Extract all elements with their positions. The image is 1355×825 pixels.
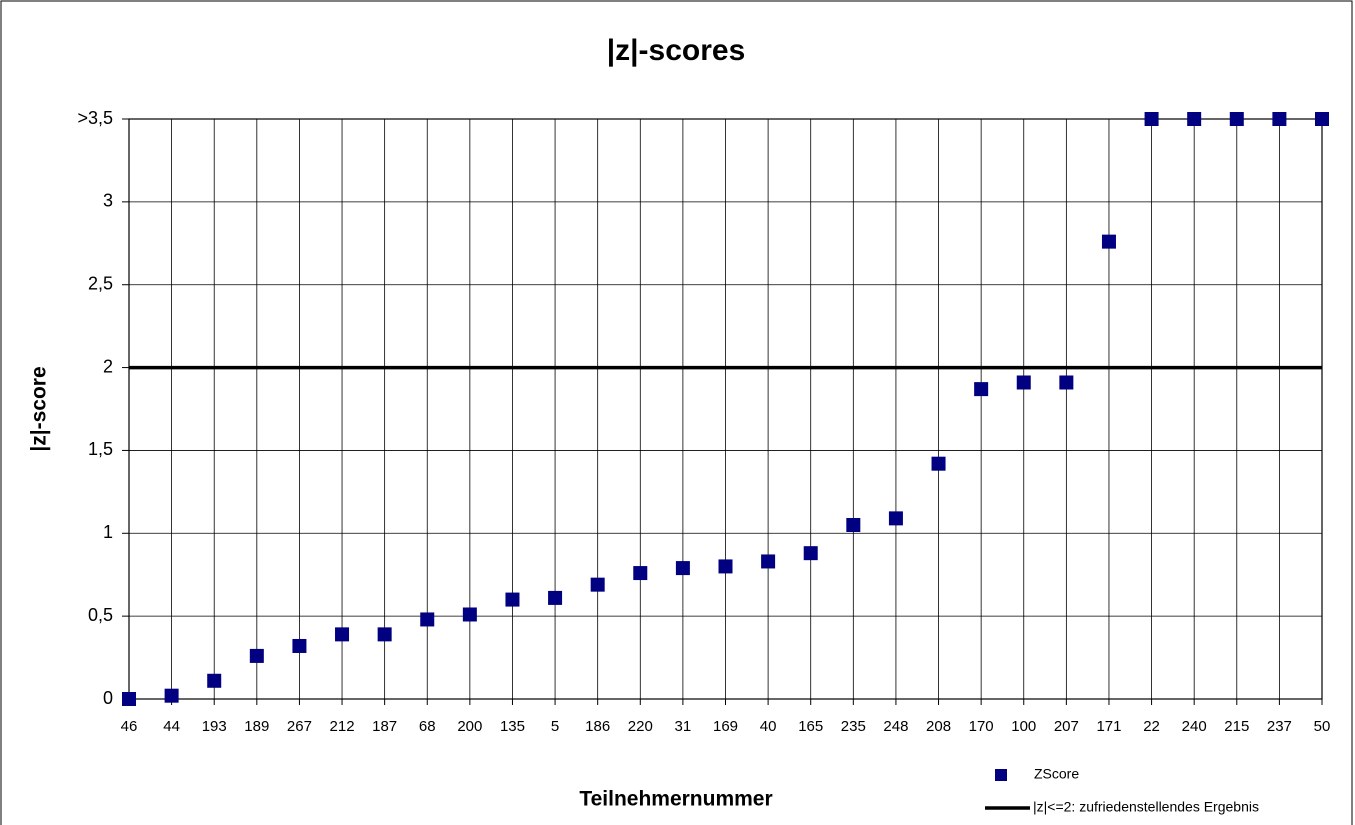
marker [1229,112,1244,126]
x-tick-label: 187 [372,718,397,735]
x-tick-label: 46 [121,718,138,735]
x-tick-label: 248 [883,718,908,735]
x-tick-label: 208 [926,718,951,735]
y-tick-label: 1,5 [88,439,113,459]
x-tick-label: 170 [969,718,994,735]
x-tick-label: 22 [1143,718,1160,735]
chart-title: |z|-scores [607,34,746,67]
y-tick-label: >3,5 [77,108,113,128]
marker [761,554,776,569]
marker [505,592,520,607]
x-tick-label: 171 [1096,718,1121,735]
x-tick-label: 186 [585,718,610,735]
x-tick-label: 44 [163,718,180,735]
x-tick-label: 267 [287,718,312,735]
y-tick-label: 0,5 [88,605,113,625]
marker [548,590,563,605]
x-tick-label: 220 [628,718,653,735]
marker [718,559,733,574]
marker [420,612,435,627]
y-tick-label: 2 [103,356,113,376]
marker [1272,112,1287,126]
marker [590,577,605,592]
marker [207,673,222,688]
marker [1101,234,1116,249]
x-tick-label: 193 [202,718,227,735]
marker [1059,375,1074,390]
y-tick-label: 0 [103,688,113,708]
marker [675,561,690,576]
x-tick-label: 31 [675,718,692,735]
x-tick-label: 100 [1011,718,1036,735]
marker [974,382,989,397]
x-tick-label: 5 [551,718,559,735]
marker [335,627,350,642]
x-tick-label: 50 [1314,718,1331,735]
legend-swatch [995,769,1007,781]
x-tick-label: 200 [457,718,482,735]
plot-border [128,118,1323,700]
marker [377,627,392,642]
marker [1016,375,1031,390]
marker [803,546,818,561]
legend-label: ZScore [1034,766,1079,782]
y-tick-label: 3 [103,191,113,211]
x-tick-label: 215 [1224,718,1249,735]
x-tick-label: 189 [244,718,269,735]
x-tick-label: 68 [419,718,436,735]
x-tick-label: 235 [841,718,866,735]
marker [846,518,861,532]
x-tick-label: 212 [330,718,355,735]
x-tick-label: 135 [500,718,525,735]
marker [462,607,477,622]
marker [164,688,179,703]
x-tick-label: 207 [1054,718,1079,735]
y-tick-label: 2,5 [88,273,113,293]
marker [292,638,307,653]
marker [1144,112,1159,126]
y-axis-title: |z|-score [28,366,51,451]
x-tick-label: 169 [713,718,738,735]
x-axis-title: Teilnehmernummer [579,788,772,811]
marker [1315,112,1329,126]
marker [888,511,903,526]
marker [931,456,946,471]
x-tick-label: 165 [798,718,823,735]
marker [633,566,648,581]
marker [249,648,264,663]
x-tick-label: 240 [1182,718,1207,735]
x-tick-label: 237 [1267,718,1292,735]
legend-label: |z|<=2: zufriedenstellendes Ergebnis [1033,799,1259,815]
marker [1187,112,1202,126]
marker [122,692,136,706]
x-tick-label: 40 [760,718,777,735]
y-tick-label: 1 [103,522,113,542]
